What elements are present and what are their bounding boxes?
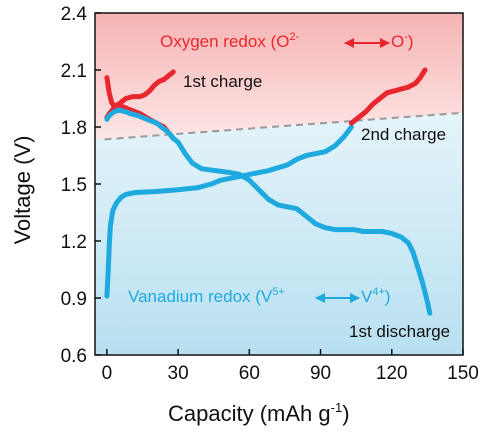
vanadium-redox-region — [95, 112, 463, 355]
vanadium-superscript-1: 5+ — [272, 286, 285, 298]
x-tick-label: 60 — [239, 363, 260, 384]
vanadium-suffix-text: ) — [385, 287, 391, 306]
x-tick-label: 0 — [102, 363, 113, 384]
x-tick-label: 30 — [168, 363, 189, 384]
oxygen-superscript-2: - — [404, 31, 408, 43]
vanadium-superscript-2: 4+ — [372, 286, 385, 298]
vanadium-redox-annotation-end: V4+) — [361, 286, 391, 306]
x-axis-label: Capacity (mAh g-1) — [168, 400, 350, 426]
series-line-1st-discharge — [104, 107, 433, 316]
x-axis-label-end: ) — [342, 401, 349, 426]
x-axis-label-text: Capacity (mAh g — [168, 401, 331, 426]
y-tick-label: 2.4 — [61, 4, 88, 25]
y-tick-label: 1.5 — [61, 175, 87, 196]
y-tick-label: 0.9 — [61, 289, 87, 310]
y-tick-label: 2.1 — [61, 61, 87, 82]
x-tick-label: 150 — [447, 363, 479, 384]
oxygen-superscript-1: 2- — [289, 31, 299, 43]
oxygen-redox-annotation-end: O-) — [391, 31, 414, 51]
y-tick-label: 0.6 — [61, 346, 87, 367]
oxygen-prefix-text: Oxygen redox (O — [160, 32, 289, 51]
x-tick-label: 120 — [376, 363, 408, 384]
y-tick-label: 1.8 — [61, 118, 87, 139]
series-line-1st-charge — [104, 69, 176, 109]
vanadium-prefix-text: Vanadium redox (V — [128, 287, 273, 306]
vanadium-mid-text: V — [361, 287, 373, 306]
second-charge-label: 2nd charge — [361, 125, 446, 144]
ticks-layer: 0 30 60 90 120 150 0.6 0.9 1.2 1.5 1.8 2.1 2.4 — [61, 4, 479, 384]
y-tick-label: 1.2 — [61, 232, 87, 253]
x-tick-label: 90 — [310, 363, 331, 384]
series-layer — [104, 67, 433, 316]
oxygen-mid-text: O — [391, 32, 404, 51]
first-charge-label: 1st charge — [183, 72, 262, 91]
oxygen-suffix-text: ) — [408, 32, 414, 51]
y-axis-label: Voltage (V) — [10, 136, 35, 245]
x-axis-label-superscript: -1 — [331, 400, 343, 415]
first-discharge-label: 1st discharge — [349, 322, 450, 341]
series-line-2nd-charge-high-voltage-segment — [348, 67, 428, 126]
vanadium-redox-annotation: Vanadium redox (V5+ — [128, 286, 285, 306]
series-line-2nd-charge — [104, 124, 354, 299]
oxygen-redox-annotation: Oxygen redox (O2- — [160, 31, 300, 51]
